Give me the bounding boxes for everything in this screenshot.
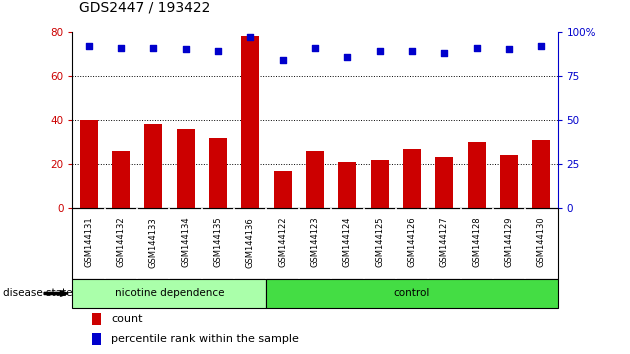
Point bbox=[278, 57, 288, 63]
Point bbox=[536, 43, 546, 49]
Text: GSM144123: GSM144123 bbox=[311, 217, 319, 268]
Bar bbox=[500, 155, 518, 208]
Bar bbox=[241, 36, 259, 208]
Text: GSM144122: GSM144122 bbox=[278, 217, 287, 267]
Text: GSM144126: GSM144126 bbox=[408, 217, 416, 268]
Text: GSM144128: GSM144128 bbox=[472, 217, 481, 268]
Bar bbox=[92, 333, 101, 346]
Point bbox=[84, 43, 94, 49]
Point bbox=[181, 47, 191, 52]
Bar bbox=[403, 149, 421, 208]
Bar bbox=[435, 158, 453, 208]
Text: GDS2447 / 193422: GDS2447 / 193422 bbox=[79, 0, 210, 14]
Point bbox=[310, 45, 320, 51]
Text: GSM144133: GSM144133 bbox=[149, 217, 158, 268]
Bar bbox=[144, 124, 162, 208]
Bar bbox=[72, 279, 266, 308]
Bar bbox=[532, 140, 550, 208]
Text: control: control bbox=[394, 289, 430, 298]
Point bbox=[407, 48, 417, 54]
Bar bbox=[338, 162, 356, 208]
Point bbox=[375, 48, 385, 54]
Bar bbox=[468, 142, 486, 208]
Text: GSM144129: GSM144129 bbox=[505, 217, 513, 267]
Text: GSM144135: GSM144135 bbox=[214, 217, 222, 268]
Point bbox=[245, 34, 255, 40]
Text: GSM144131: GSM144131 bbox=[84, 217, 93, 268]
Point bbox=[116, 45, 126, 51]
Bar bbox=[80, 120, 98, 208]
Point bbox=[504, 47, 514, 52]
Text: GSM144127: GSM144127 bbox=[440, 217, 449, 268]
Bar bbox=[274, 171, 292, 208]
Point bbox=[472, 45, 482, 51]
Bar bbox=[177, 129, 195, 208]
Point bbox=[439, 50, 449, 56]
Point bbox=[342, 54, 352, 59]
Text: GSM144125: GSM144125 bbox=[375, 217, 384, 267]
Point bbox=[148, 45, 158, 51]
Bar bbox=[266, 279, 558, 308]
Text: count: count bbox=[112, 314, 143, 324]
Bar bbox=[371, 160, 389, 208]
Text: GSM144124: GSM144124 bbox=[343, 217, 352, 267]
Point bbox=[213, 48, 223, 54]
Text: nicotine dependence: nicotine dependence bbox=[115, 289, 224, 298]
Text: percentile rank within the sample: percentile rank within the sample bbox=[112, 334, 299, 344]
Bar bbox=[92, 313, 101, 325]
Bar bbox=[306, 151, 324, 208]
Bar bbox=[112, 151, 130, 208]
Text: GSM144130: GSM144130 bbox=[537, 217, 546, 268]
Text: GSM144134: GSM144134 bbox=[181, 217, 190, 268]
Bar bbox=[209, 138, 227, 208]
Text: GSM144132: GSM144132 bbox=[117, 217, 125, 268]
Text: disease state: disease state bbox=[3, 289, 72, 298]
Text: GSM144136: GSM144136 bbox=[246, 217, 255, 268]
